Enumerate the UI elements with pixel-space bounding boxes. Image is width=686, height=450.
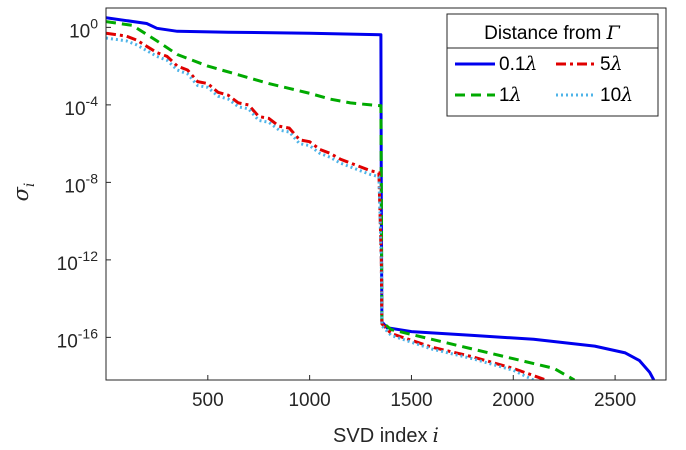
x-tick-label: 2500: [594, 390, 636, 411]
y-tick-label: 100: [69, 15, 98, 42]
legend-label-number: 0.1: [499, 54, 525, 75]
y-axis-label-var: σ: [9, 186, 33, 201]
y-tick-label-base: 10: [64, 176, 85, 197]
legend-label-3: 5λ: [600, 53, 623, 75]
y-tick-label: 10-8: [64, 170, 98, 197]
legend-title: Distance from Γ: [484, 22, 620, 44]
x-tick-label: 1000: [288, 390, 330, 411]
legend-label-lambda: λ: [509, 84, 522, 106]
y-tick-label-exp: -16: [78, 325, 98, 341]
series-line-2: [106, 20, 576, 380]
legend-label-number: 10: [600, 85, 621, 106]
legend-label-number: 5: [600, 54, 611, 75]
legend-label-4: 10λ: [600, 84, 633, 106]
y-tick-label-exp: 0: [90, 15, 98, 31]
y-tick-label: 10-16: [57, 325, 99, 352]
legend-label-lambda: λ: [610, 53, 623, 75]
plot-area-frame: [105, 7, 667, 381]
y-tick-label-base: 10: [57, 331, 78, 352]
legend-label-2: 1λ: [499, 84, 522, 106]
y-tick-label-base: 10: [64, 99, 85, 120]
y-tick-label-exp: -12: [78, 248, 98, 264]
legend-title-text: Distance from: [484, 23, 606, 44]
x-axis-label: SVD index i: [333, 423, 439, 447]
y-axis-label: σi: [9, 183, 38, 202]
x-axis-label-var: i: [433, 423, 439, 447]
legend-label-number: 1: [499, 85, 510, 106]
series-layer: [106, 16, 656, 380]
y-tick-label-exp: -4: [86, 93, 99, 109]
y-tick-label-base: 10: [69, 21, 90, 42]
x-tick-label: 2000: [492, 390, 534, 411]
y-axis-label-sub: i: [22, 183, 38, 187]
legend-label-lambda: λ: [524, 53, 537, 75]
y-tick-label-exp: -8: [86, 170, 99, 186]
y-tick-label-base: 10: [57, 254, 78, 275]
y-tick-label: 10-4: [64, 93, 98, 120]
x-axis: 500 1000 1500 2000 2500: [192, 375, 636, 411]
y-tick-label: 10-12: [57, 248, 99, 275]
x-tick-label: 500: [192, 390, 224, 411]
x-tick-label: 1500: [390, 390, 432, 411]
legend-label-1: 0.1λ: [499, 53, 537, 75]
x-axis-label-text: SVD index: [333, 425, 428, 447]
legend-label-lambda: λ: [620, 84, 633, 106]
legend-title-symbol: Γ: [606, 22, 621, 44]
